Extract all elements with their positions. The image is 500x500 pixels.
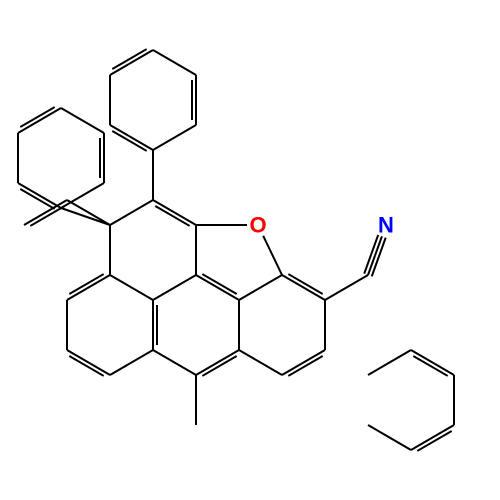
nitrogen-atom-label: N — [378, 213, 394, 238]
bonds-layer — [18, 49, 454, 451]
molecule-canvas: ON — [0, 0, 500, 500]
labels-layer: ON — [249, 213, 394, 238]
oxygen-atom-label: O — [249, 213, 266, 238]
